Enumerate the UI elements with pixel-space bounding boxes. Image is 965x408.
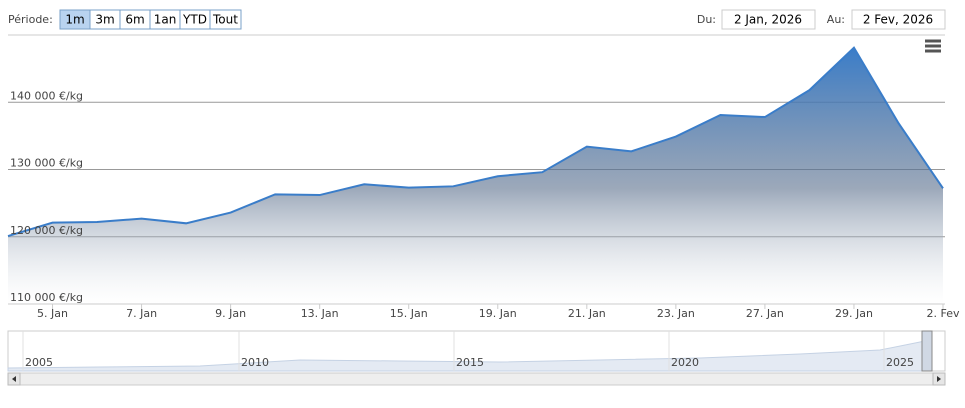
navigator-label: 2020: [671, 356, 699, 369]
range-button[interactable]: Tout: [209, 9, 242, 30]
y-tick-label: 130 000 €/kg: [10, 157, 83, 170]
range-button[interactable]: 1an: [149, 9, 181, 30]
x-tick-label: 15. Jan: [390, 307, 428, 320]
range-button-bg[interactable]: [209, 9, 242, 30]
to-value[interactable]: 2 Fev, 2026: [863, 13, 933, 27]
navigator-label: 2015: [456, 356, 484, 369]
y-tick-label: 140 000 €/kg: [10, 89, 83, 102]
range-button[interactable]: 1m: [59, 9, 91, 30]
x-tick-label: 23. Jan: [657, 307, 695, 320]
y-tick-label: 120 000 €/kg: [10, 224, 83, 237]
x-tick-label: 5. Jan: [37, 307, 68, 320]
navigator-label: 2025: [886, 356, 914, 369]
x-tick-label: 7. Jan: [126, 307, 157, 320]
menu-icon[interactable]: [925, 39, 941, 53]
x-tick-label: 9. Jan: [215, 307, 246, 320]
range-button-label[interactable]: 1m: [65, 13, 84, 27]
to-label: Au:: [827, 13, 845, 26]
range-button-label[interactable]: 6m: [125, 13, 144, 27]
navigator-label: 2010: [241, 356, 269, 369]
navigator-handle[interactable]: [921, 330, 933, 372]
x-tick-label: 2. Fev: [927, 307, 960, 320]
line: [7, 46, 944, 238]
scroll-right-arrow: [937, 376, 941, 382]
period-label: Période:: [8, 13, 53, 26]
range-button-label[interactable]: 3m: [95, 13, 114, 27]
range-button[interactable]: YTD: [179, 9, 211, 30]
range-button[interactable]: 3m: [89, 9, 121, 30]
scroll-left-arrow: [12, 376, 16, 382]
x-tick-label: 27. Jan: [746, 307, 784, 320]
from-input[interactable]: [721, 9, 816, 30]
x-tick-label: 29. Jan: [835, 307, 873, 320]
from-label: Du:: [697, 13, 716, 26]
scrollbar[interactable]: [7, 372, 946, 386]
to-input[interactable]: [851, 9, 946, 30]
x-tick-label: 19. Jan: [479, 307, 517, 320]
range-button-label[interactable]: 1an: [154, 13, 177, 27]
from-value[interactable]: 2 Jan, 2026: [734, 13, 802, 27]
x-tick-label: 21. Jan: [568, 307, 606, 320]
navigator-label: 2005: [25, 356, 53, 369]
range-button[interactable]: 6m: [119, 9, 151, 30]
range-button-label[interactable]: YTD: [182, 13, 207, 27]
x-tick-label: 13. Jan: [301, 307, 339, 320]
y-tick-label: 110 000 €/kg: [10, 291, 83, 304]
range-button-label[interactable]: Tout: [212, 13, 238, 27]
area-fill: [8, 47, 943, 305]
